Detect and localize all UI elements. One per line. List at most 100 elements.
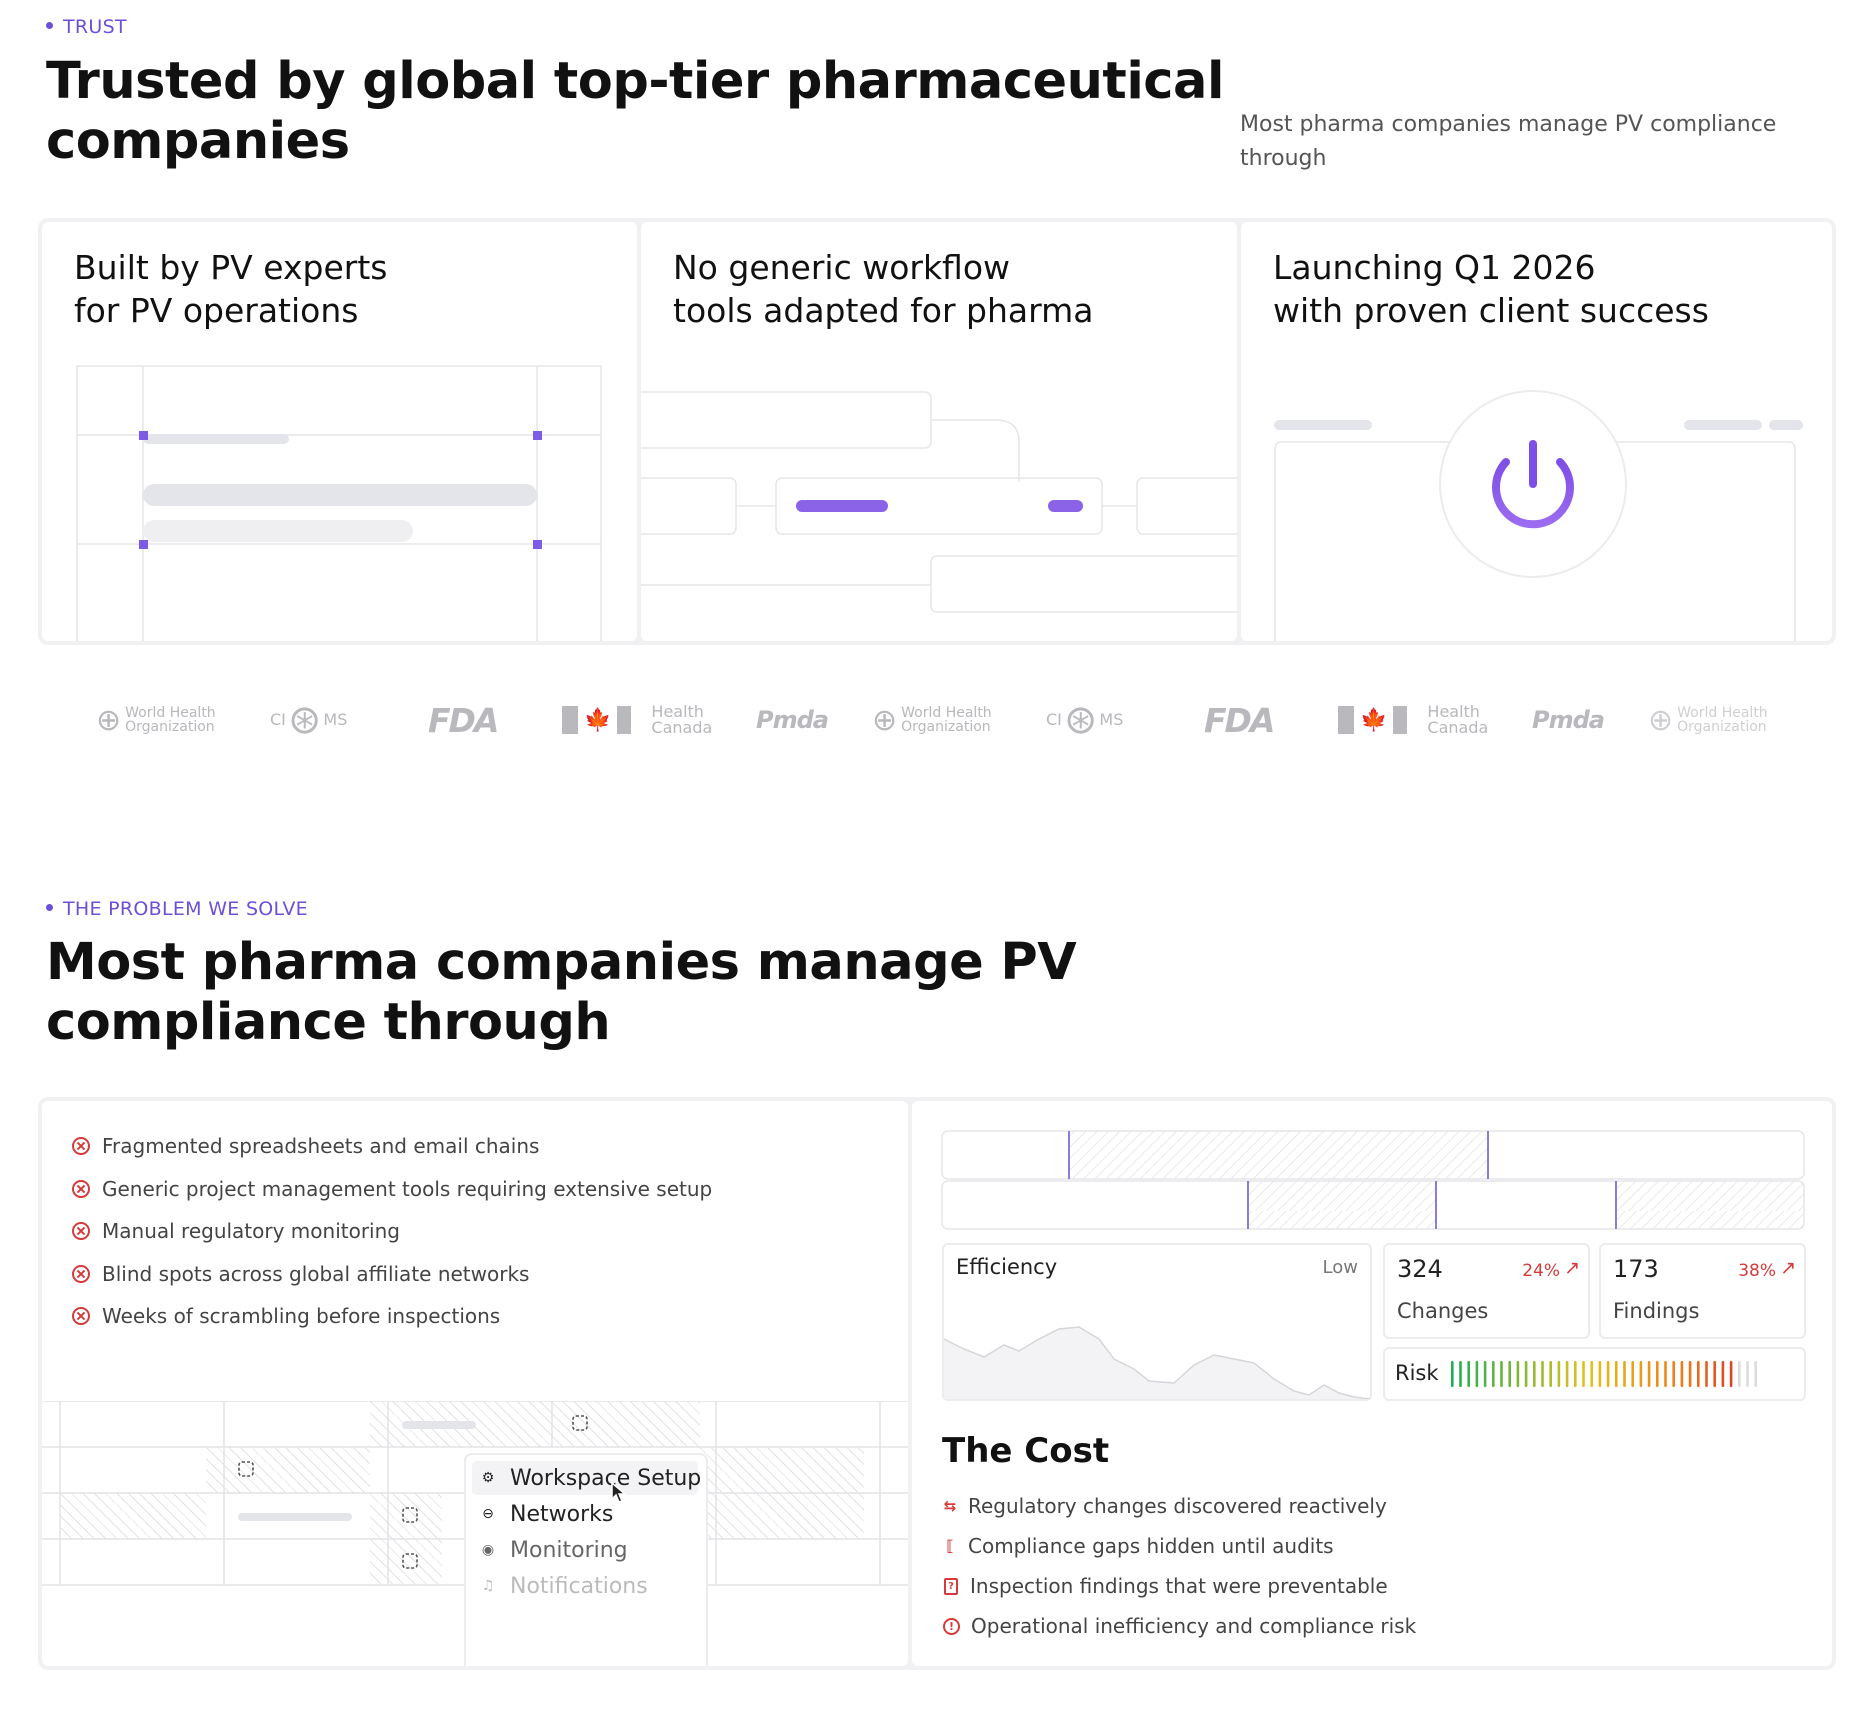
list-item: ⟦ Compliance gaps hidden until audits <box>942 1526 1416 1566</box>
risk-tick <box>1639 1361 1643 1387</box>
x-circle-icon <box>72 1137 90 1155</box>
efficiency-chart-card: Efficiency Low <box>942 1243 1372 1401</box>
risk-tick <box>1746 1361 1749 1387</box>
workflow-illustration <box>641 391 1237 613</box>
feature-cards: Built by PV experts for PV operations No… <box>38 218 1836 645</box>
efficiency-label: Efficiency <box>956 1255 1058 1279</box>
trust-intro: Most pharma companies manage PV complian… <box>1240 108 1780 176</box>
eyebrow-dot <box>46 904 53 911</box>
risk-tick <box>1631 1361 1634 1387</box>
list-item: Manual regulatory monitoring <box>72 1216 712 1259</box>
cost-list: ⇆ Regulatory changes discovered reactivel… <box>942 1486 1416 1646</box>
risk-tick <box>1680 1361 1684 1387</box>
risk-tick <box>1451 1361 1454 1387</box>
risk-tick <box>1598 1361 1602 1387</box>
swap-icon: ⇆ <box>943 1497 957 1515</box>
cioms-logo: CI ⊛ MS <box>1046 697 1124 743</box>
changes-value: 324 <box>1397 1255 1443 1283</box>
problem-eyebrow: THE PROBLEM WE SOLVE <box>46 898 308 920</box>
spreadsheet-grid: ⚙ Workspace Setup ⊖ Networks ◉ Monitoring ♫… <box>42 1401 908 1666</box>
risk-tick <box>1574 1361 1577 1387</box>
regulator-logos: ⊕ World Health Organization CI ⊛ MS FDA 🍁 H… <box>0 690 1867 750</box>
list-item: ! Operational inefficiency and compliance… <box>942 1606 1416 1646</box>
list-item: Fragmented spreadsheets and email chains <box>72 1131 712 1174</box>
problem-heading-line2: compliance through <box>46 993 611 1052</box>
risk-tick <box>1664 1361 1667 1387</box>
menu-highlight <box>472 1461 698 1495</box>
who-logo: ⊕ World Health Organization <box>1648 702 1768 738</box>
x-circle-icon <box>72 1307 90 1325</box>
health-canada-logo: 🍁 Health Canada <box>1338 690 1488 750</box>
risk-tick <box>1524 1361 1528 1387</box>
risk-tick <box>1697 1361 1700 1387</box>
efficiency-level: Low <box>1322 1257 1358 1278</box>
health-canada-logo: 🍁 Health Canada <box>562 690 712 750</box>
fda-logo: FDA <box>428 700 499 740</box>
risk-meter-card: Risk <box>1383 1347 1806 1401</box>
x-circle-icon <box>72 1264 90 1283</box>
cioms-logo: CI ⊛ MS <box>270 697 348 743</box>
fda-logo: FDA <box>1204 700 1275 740</box>
list-item: Blind spots across global affiliate netw… <box>72 1259 712 1302</box>
feature-card-title: Built by PV experts for PV operations <box>74 248 388 330</box>
cost-card: Efficiency Low 324 24% ↗ Changes 173 38%… <box>912 1101 1832 1666</box>
risk-tick <box>1467 1361 1470 1387</box>
risk-tick <box>1590 1361 1593 1387</box>
risk-tick <box>1582 1361 1585 1387</box>
problems-list: Fragmented spreadsheets and email chains… <box>72 1131 712 1344</box>
risk-tick <box>1713 1361 1716 1387</box>
risk-tick <box>1729 1361 1733 1387</box>
problem-eyebrow-label: THE PROBLEM WE SOLVE <box>63 898 308 920</box>
risk-tick <box>1656 1361 1659 1387</box>
menu-item-notifications[interactable]: ♫ Notifications <box>481 1573 648 1599</box>
problems-card: Fragmented spreadsheets and email chains… <box>42 1101 908 1666</box>
list-item: ? Inspection findings that were preventab… <box>942 1566 1416 1606</box>
trust-intro-line2: through <box>1240 146 1327 171</box>
efficiency-sparkline <box>944 1326 1370 1399</box>
changes-delta: 24% <box>1522 1261 1560 1281</box>
findings-value: 173 <box>1613 1255 1659 1283</box>
menu-item-workspace-setup[interactable]: ⚙ Workspace Setup <box>481 1465 702 1491</box>
pmda-logo: Pmda <box>756 706 829 734</box>
list-item: Generic project management tools requiri… <box>72 1174 712 1217</box>
risk-tick <box>1615 1361 1618 1387</box>
bell-icon: ♫ <box>481 1578 495 1594</box>
risk-tick <box>1688 1361 1692 1387</box>
feature-card-launch: Launching Q1 2026 with proven client suc… <box>1241 222 1832 641</box>
arrow-up-right-icon: ↗ <box>1564 1257 1580 1279</box>
risk-tick <box>1533 1361 1536 1387</box>
problem-heading: Most pharma companies manage PV complian… <box>46 933 1077 1053</box>
risk-tick <box>1754 1361 1757 1387</box>
risk-tick <box>1549 1361 1552 1387</box>
findings-stat-card: 173 38% ↗ Findings <box>1599 1243 1806 1339</box>
risk-tick <box>1508 1361 1511 1387</box>
arrow-up-right-icon: ↗ <box>1780 1257 1796 1279</box>
risk-label: Risk <box>1395 1361 1439 1385</box>
list-item: ⇆ Regulatory changes discovered reactivel… <box>942 1486 1416 1526</box>
problem-panel: Fragmented spreadsheets and email chains… <box>38 1097 1836 1670</box>
eyebrow-dot <box>46 22 53 29</box>
trust-heading: Trusted by global top-tier pharmaceutica… <box>46 52 1224 172</box>
menu-item-monitoring[interactable]: ◉ Monitoring <box>481 1537 628 1563</box>
timeline-illustration <box>941 1130 1805 1211</box>
risk-meter <box>1451 1361 1757 1387</box>
risk-tick <box>1721 1361 1725 1387</box>
risk-tick <box>1606 1361 1610 1387</box>
menu-item-networks[interactable]: ⊖ Networks <box>480 1497 613 1531</box>
launch-illustration <box>1274 390 1803 641</box>
problem-heading-line1: Most pharma companies manage PV <box>46 933 1077 992</box>
gear-icon: ⚙ <box>481 1470 495 1486</box>
workspace-menu: ⚙ Workspace Setup ⊖ Networks ◉ Monitoring ♫… <box>464 1453 708 1666</box>
cost-title: The Cost <box>942 1431 1110 1471</box>
risk-tick <box>1565 1361 1569 1387</box>
feature-card-workflow: No generic workflow tools adapted for ph… <box>641 222 1237 641</box>
feature-card-experts: Built by PV experts for PV operations <box>42 222 637 641</box>
risk-tick <box>1705 1361 1708 1387</box>
document-alert-icon: ? <box>944 1577 958 1595</box>
x-circle-icon <box>72 1179 90 1198</box>
trust-intro-line1: Most pharma companies manage PV complian… <box>1240 112 1777 137</box>
alert-circle-icon: ! <box>943 1617 960 1635</box>
risk-tick <box>1475 1361 1479 1387</box>
changes-stat-card: 324 24% ↗ Changes <box>1383 1243 1590 1339</box>
pmda-logo: Pmda <box>1532 706 1605 734</box>
